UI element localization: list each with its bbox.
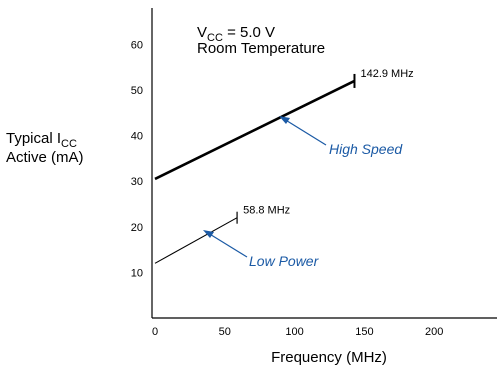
x-tick-label-100: 100	[285, 326, 303, 338]
high-speed-annotation: High Speed	[279, 116, 403, 157]
temperature-condition: Room Temperature	[197, 40, 325, 57]
y-tick-label-60: 60	[131, 39, 143, 51]
x-axis-title: Frequency (MHz)	[271, 349, 387, 366]
y-tick-label-10: 10	[131, 267, 143, 279]
vcc-condition: VCC = 5.0 V	[197, 24, 275, 44]
x-tick-labels: 0 50 100 150 200	[152, 326, 443, 338]
low-power-label: Low Power	[249, 253, 320, 269]
y-tick-label-30: 30	[131, 176, 143, 188]
low-power-end-label: 58.8 MHz	[243, 205, 290, 217]
low-power-annotation: Low Power	[203, 230, 320, 269]
x-tick-label-0: 0	[152, 326, 158, 338]
low-power-line	[154, 217, 238, 264]
low-power-arrow	[207, 232, 248, 258]
y-tick-label-40: 40	[131, 131, 143, 143]
x-tick-label-50: 50	[219, 326, 231, 338]
y-tick-label-20: 20	[131, 222, 143, 234]
y-tick-label-50: 50	[131, 85, 143, 97]
high-speed-arrow	[283, 118, 327, 146]
y-axis-title-line1: Typical ICC	[6, 130, 77, 150]
x-tick-label-150: 150	[355, 326, 373, 338]
high-speed-line	[154, 79, 356, 181]
x-tick-label-200: 200	[425, 326, 443, 338]
series-layer: 142.9 MHz 58.8 MHz	[154, 68, 414, 264]
low-power-arrowhead	[203, 230, 214, 238]
y-axis-title-line2: Active (mA)	[6, 149, 84, 166]
y-tick-labels: 10 20 30 40 50 60	[131, 39, 143, 279]
high-speed-end-label: 142.9 MHz	[360, 68, 413, 80]
high-speed-label: High Speed	[329, 141, 403, 157]
high-speed-arrowhead	[279, 116, 290, 124]
